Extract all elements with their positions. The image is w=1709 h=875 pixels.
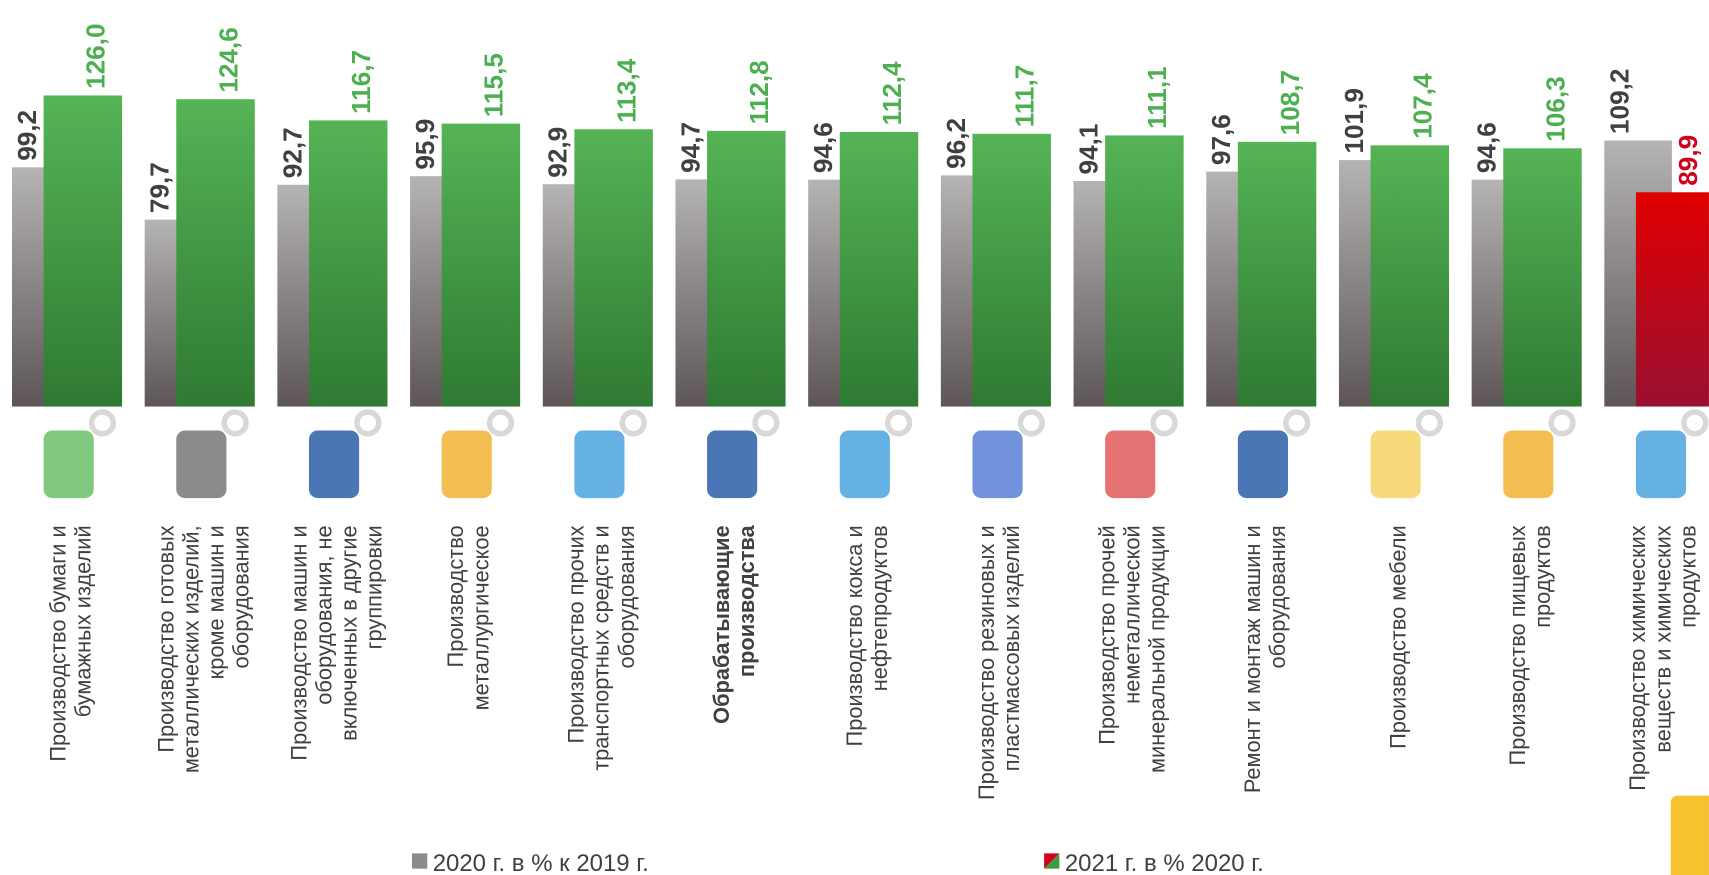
icon xyxy=(1636,431,1686,499)
chart: 99,2 126,0 79,7 124,6 92,7 116,7 95,9 115,5 92,9… xyxy=(0,0,1709,875)
x-tick-label: Производство прочей неметаллической мине… xyxy=(1096,525,1171,863)
icon-gear xyxy=(357,412,379,434)
bar xyxy=(1636,192,1709,406)
value-label: 95,9 xyxy=(410,119,440,170)
icon xyxy=(442,431,492,499)
value-label: 92,7 xyxy=(277,127,307,178)
bar xyxy=(840,132,918,407)
bar xyxy=(1503,148,1581,406)
x-tick-label: Производство бумаги и бумажных изделий xyxy=(47,525,97,863)
bar xyxy=(972,134,1050,407)
value-label: 94,1 xyxy=(1074,124,1104,175)
icon-gear xyxy=(888,412,910,434)
icon-gear xyxy=(92,412,114,434)
bar xyxy=(44,95,122,406)
icon xyxy=(309,431,359,499)
value-label: 99,2 xyxy=(12,110,42,161)
x-tick-label: Производство машин и оборудования, не вк… xyxy=(287,525,387,863)
value-label: 124,6 xyxy=(213,27,243,92)
x-tick-label: Производство мебели xyxy=(1386,525,1411,863)
x-tick-label: Производство кокса и нефтепродуктов xyxy=(843,525,893,863)
icon-gear xyxy=(490,412,512,434)
x-tick-label: Производство пищевых продуктов xyxy=(1507,525,1557,863)
value-label: 112,8 xyxy=(744,60,774,124)
x-tick-label: Производство химических веществ и химиче… xyxy=(1627,525,1702,863)
x-tick-label: Производство резиновых и пластмассовых и… xyxy=(976,525,1026,863)
page: {"chart_data": {"type": "bar", "categori… xyxy=(0,0,1709,875)
value-label: 79,7 xyxy=(145,162,175,213)
icon-gear xyxy=(1684,412,1706,434)
x-tick-label: Обрабатывающие производства xyxy=(710,525,760,863)
icon-gear xyxy=(755,412,777,434)
icon xyxy=(1105,431,1155,499)
icon xyxy=(707,431,757,499)
value-label: 126,0 xyxy=(81,24,111,89)
legend-marker xyxy=(412,853,427,868)
value-label: 101,9 xyxy=(1339,88,1369,153)
value-label: 94,6 xyxy=(808,122,838,173)
value-label: 106,3 xyxy=(1540,76,1570,141)
icon-gear xyxy=(1286,412,1308,434)
value-label: 111,1 xyxy=(1142,66,1172,129)
bar xyxy=(1371,145,1449,406)
icon xyxy=(972,431,1022,499)
value-label: 113,4 xyxy=(611,58,641,122)
icon xyxy=(1371,431,1421,499)
x-tick-label: Производство прочих транспортных средств… xyxy=(565,525,640,863)
value-label: 111,7 xyxy=(1009,65,1039,128)
value-label: 97,6 xyxy=(1206,114,1236,165)
value-label: 94,7 xyxy=(675,122,705,173)
icon xyxy=(1238,431,1288,499)
x-tick-label: Ремонт и монтаж машин и оборудования xyxy=(1241,525,1291,863)
icon xyxy=(840,431,890,499)
bar xyxy=(442,124,520,407)
value-label: 96,2 xyxy=(941,118,971,169)
value-label: 92,9 xyxy=(543,127,573,178)
bar xyxy=(574,129,652,406)
bar xyxy=(1105,135,1183,406)
bar xyxy=(707,131,785,407)
icon xyxy=(574,431,624,499)
bar xyxy=(309,120,387,406)
bar xyxy=(176,99,254,406)
x-tick-label: Производство металлургическое xyxy=(445,525,495,863)
x-tick-label: Производство готовых металлических издел… xyxy=(154,525,254,863)
bar xyxy=(1238,142,1316,407)
value-label: 109,2 xyxy=(1604,69,1634,134)
value-label: 107,4 xyxy=(1408,73,1438,139)
icon-gear xyxy=(1551,412,1573,434)
icon-gear xyxy=(1020,412,1042,434)
value-label: 116,7 xyxy=(346,50,376,114)
value-label: 89,9 xyxy=(1673,135,1703,186)
value-label: 108,7 xyxy=(1275,70,1305,135)
icon-gear xyxy=(224,412,246,434)
icon xyxy=(176,431,226,499)
icon xyxy=(44,431,94,499)
icon-gear xyxy=(1419,412,1441,434)
icon-gear xyxy=(1153,412,1175,434)
value-label: 94,6 xyxy=(1472,122,1502,173)
value-label: 115,5 xyxy=(479,53,509,117)
value-label: 112,4 xyxy=(877,61,907,125)
icon-gear xyxy=(622,412,644,434)
icon xyxy=(1503,431,1553,499)
